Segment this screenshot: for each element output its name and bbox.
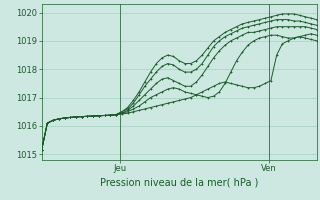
X-axis label: Pression niveau de la mer( hPa ): Pression niveau de la mer( hPa )	[100, 177, 258, 187]
